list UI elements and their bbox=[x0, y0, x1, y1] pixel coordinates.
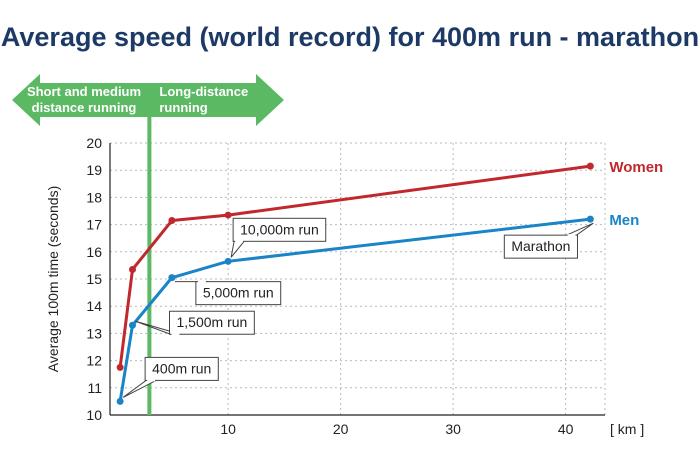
y-tick-label: 14 bbox=[86, 298, 102, 314]
y-tick-label: 18 bbox=[86, 189, 102, 205]
data-point-women bbox=[224, 211, 232, 219]
callout-box bbox=[169, 310, 255, 335]
grid-lines bbox=[110, 142, 606, 415]
series-line-women bbox=[118, 164, 591, 368]
y-axis-label: Average 100m time (seconds) bbox=[45, 186, 61, 373]
data-point-women bbox=[116, 363, 124, 371]
y-tick-label: 12 bbox=[86, 353, 102, 369]
chart-title: Average speed (world record) for 400m ru… bbox=[1, 22, 699, 52]
callout: 10,000m run bbox=[230, 217, 327, 258]
callout-label: 5,000m run bbox=[203, 285, 274, 301]
y-tick-label: 20 bbox=[86, 135, 102, 151]
data-point-men bbox=[224, 257, 232, 265]
callout: 5,000m run bbox=[174, 280, 282, 306]
callout: Marathon bbox=[503, 222, 594, 259]
x-tick-label: 30 bbox=[445, 421, 461, 437]
y-tick-label: 15 bbox=[86, 271, 102, 287]
short-medium-label-line1: Short and medium bbox=[27, 84, 141, 99]
x-tick-label: 40 bbox=[558, 421, 574, 437]
data-point-men bbox=[586, 215, 594, 223]
x-axis-unit-label: [ km ] bbox=[610, 421, 644, 437]
long-distance-label-line2: running bbox=[159, 100, 207, 115]
callout-box bbox=[503, 234, 578, 259]
data-point-women bbox=[129, 265, 136, 273]
callout-label: 10,000m run bbox=[240, 221, 319, 237]
series-label-men: Men bbox=[609, 212, 639, 229]
y-tick-label: 13 bbox=[86, 325, 102, 341]
callout-label: 1,500m run bbox=[177, 314, 248, 330]
series-group: Women Men bbox=[116, 159, 663, 405]
callout-box bbox=[144, 356, 219, 381]
y-tick-label: 11 bbox=[87, 380, 102, 396]
callout: 1,500m run bbox=[135, 310, 255, 336]
data-point-women bbox=[168, 217, 176, 225]
data-point-men bbox=[116, 397, 124, 405]
callout-box bbox=[232, 217, 327, 242]
callout-box bbox=[195, 281, 282, 306]
callout-label: Marathon bbox=[511, 238, 570, 254]
short-medium-label-line2: distance running bbox=[32, 100, 137, 115]
x-tick-label: 20 bbox=[333, 421, 349, 437]
long-distance-label-line1: Long-distance bbox=[159, 84, 248, 99]
y-tick-label: 19 bbox=[86, 162, 102, 178]
y-tick-label: 17 bbox=[86, 217, 102, 233]
callout-pointer bbox=[230, 240, 246, 258]
callout-label: 400m run bbox=[152, 360, 211, 376]
axes: 10 11 12 13 14 15 16 17 18 19 20 10 20 30 40 bbox=[86, 135, 605, 437]
series-label-women: Women bbox=[609, 159, 663, 176]
annotations-group: 400m run 1,500m run 5,000m run 10,000m run M… bbox=[122, 217, 594, 398]
y-tick-label: 16 bbox=[86, 244, 102, 260]
data-point-men bbox=[129, 321, 136, 329]
y-tick-label: 10 bbox=[86, 407, 102, 423]
data-point-women bbox=[586, 162, 594, 170]
callout: 400m run bbox=[122, 356, 219, 398]
data-point-men bbox=[168, 274, 176, 282]
x-tick-label: 10 bbox=[220, 421, 236, 437]
